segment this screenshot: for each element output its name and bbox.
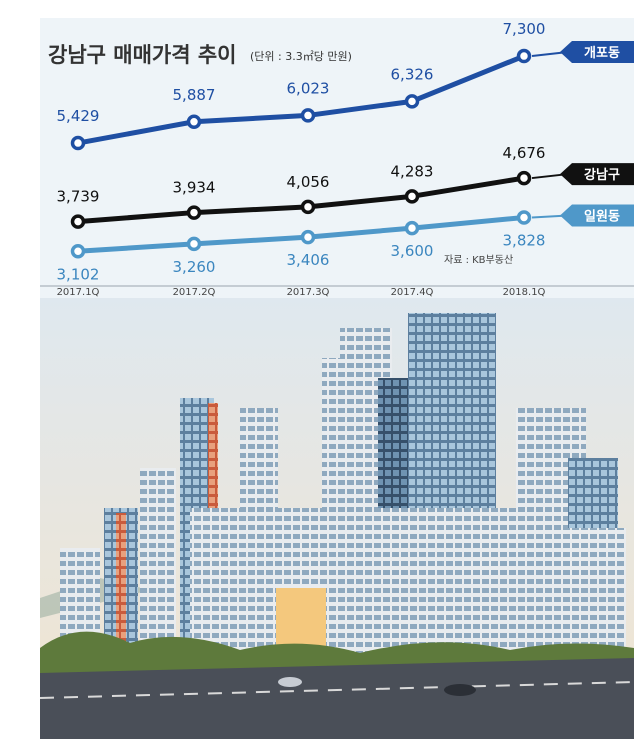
data-point <box>300 229 316 245</box>
x-axis-ticks: 2017.1Q 2017.2Q 2017.3Q 2017.4Q 2018.1Q <box>57 287 546 298</box>
data-label: 3,102 <box>57 265 100 283</box>
series-line <box>77 215 525 254</box>
series-tag-bg <box>560 204 634 227</box>
data-label: 4,056 <box>287 173 330 191</box>
data-point <box>516 210 532 225</box>
series-tag-bg <box>560 163 634 186</box>
data-point <box>300 199 316 215</box>
apartment-complex-photo <box>40 298 634 739</box>
chart-panel: 강남구 매매가격 추이 (단위 : 3.3㎡당 만원) 자료 : KB부동산 5… <box>40 18 634 298</box>
podium-building <box>476 528 626 658</box>
series-line <box>77 53 525 146</box>
x-tick-label: 2017.3Q <box>287 287 330 298</box>
data-point <box>300 108 316 123</box>
series-layer: 5,429 5,887 6,023 6,326 7,300 개포동 3,739 3,934 4,… <box>57 20 634 283</box>
data-label: 7,300 <box>503 20 546 38</box>
x-tick-label: 2017.4Q <box>391 287 434 298</box>
series-tag-label: 일원동 <box>584 209 620 224</box>
car <box>278 677 302 687</box>
data-label: 3,260 <box>173 258 216 276</box>
chart-source: 자료 : KB부동산 <box>444 254 513 266</box>
car <box>444 684 476 696</box>
data-label: 3,739 <box>57 188 100 206</box>
series-tag-bg <box>560 41 634 64</box>
data-point <box>404 94 420 109</box>
data-point <box>186 114 202 130</box>
apartment-illustration <box>40 298 634 739</box>
chart-title: 강남구 매매가격 추이 <box>48 43 237 67</box>
road <box>40 658 634 739</box>
building <box>140 468 176 658</box>
price-trend-chart: 강남구 매매가격 추이 (단위 : 3.3㎡당 만원) 자료 : KB부동산 5… <box>40 20 634 298</box>
data-point <box>516 48 532 64</box>
podium-building <box>190 508 520 658</box>
data-point <box>404 189 420 204</box>
data-label: 3,828 <box>503 231 546 249</box>
data-label: 5,887 <box>173 86 216 104</box>
data-point <box>404 220 420 236</box>
data-point <box>70 214 86 229</box>
data-point <box>70 135 86 151</box>
data-label: 6,023 <box>287 79 330 97</box>
series-tag-label: 강남구 <box>584 167 620 183</box>
road-marking <box>40 681 634 699</box>
data-label: 6,326 <box>391 65 434 83</box>
data-label: 5,429 <box>57 107 100 125</box>
data-label: 4,676 <box>503 144 546 162</box>
x-tick-label: 2017.2Q <box>173 287 216 298</box>
building-accent <box>116 513 126 658</box>
data-point <box>70 244 86 259</box>
series-tag-label: 개포동 <box>584 46 620 61</box>
x-tick-label: 2017.1Q <box>57 287 100 298</box>
data-point <box>186 205 202 220</box>
data-point <box>186 236 202 252</box>
data-label: 3,934 <box>173 179 216 197</box>
data-label: 3,600 <box>391 242 434 260</box>
chart-subtitle: (단위 : 3.3㎡당 만원) <box>250 50 352 63</box>
data-label: 3,406 <box>287 251 330 269</box>
data-label: 4,283 <box>391 162 434 180</box>
data-point <box>516 170 532 186</box>
x-tick-label: 2018.1Q <box>503 287 546 298</box>
